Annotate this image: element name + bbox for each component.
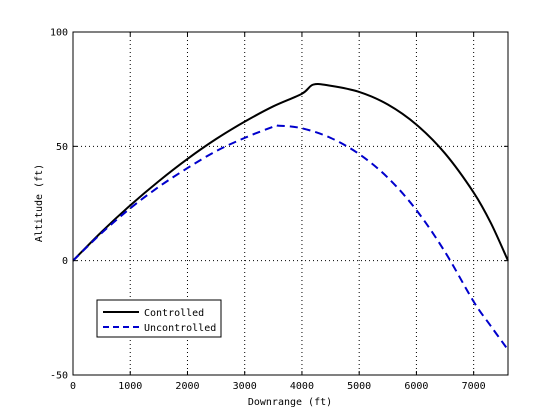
x-tick-label: 4000: [290, 381, 314, 392]
x-axis-label: Downrange (ft): [248, 397, 332, 408]
x-tick-label: 6000: [404, 381, 428, 392]
y-tick-label: -50: [50, 371, 68, 382]
grid-lines: [73, 32, 508, 375]
x-tick-label: 1000: [118, 381, 142, 392]
series-lines: [72, 83, 509, 351]
x-tick-label: 5000: [347, 381, 371, 392]
axes-box: [72, 31, 509, 376]
legend-box: [96, 299, 222, 338]
series-line-uncontrolled: [72, 124, 509, 351]
x-tick-label: 7000: [462, 381, 486, 392]
legend-label-controlled: Controlled: [144, 308, 204, 319]
legend: Controlled Uncontrolled: [96, 299, 222, 338]
x-tick-label: 2000: [175, 381, 199, 392]
legend-label-uncontrolled: Uncontrolled: [144, 323, 216, 334]
y-tick-label: 50: [56, 142, 68, 153]
x-tick-label: 0: [70, 381, 76, 392]
y-tick-label: 0: [62, 256, 68, 267]
x-tick-label: 3000: [233, 381, 257, 392]
y-axis-label: Altitude (ft): [34, 164, 45, 242]
y-tick-label: 100: [50, 28, 68, 39]
series-line-controlled: [72, 83, 509, 262]
